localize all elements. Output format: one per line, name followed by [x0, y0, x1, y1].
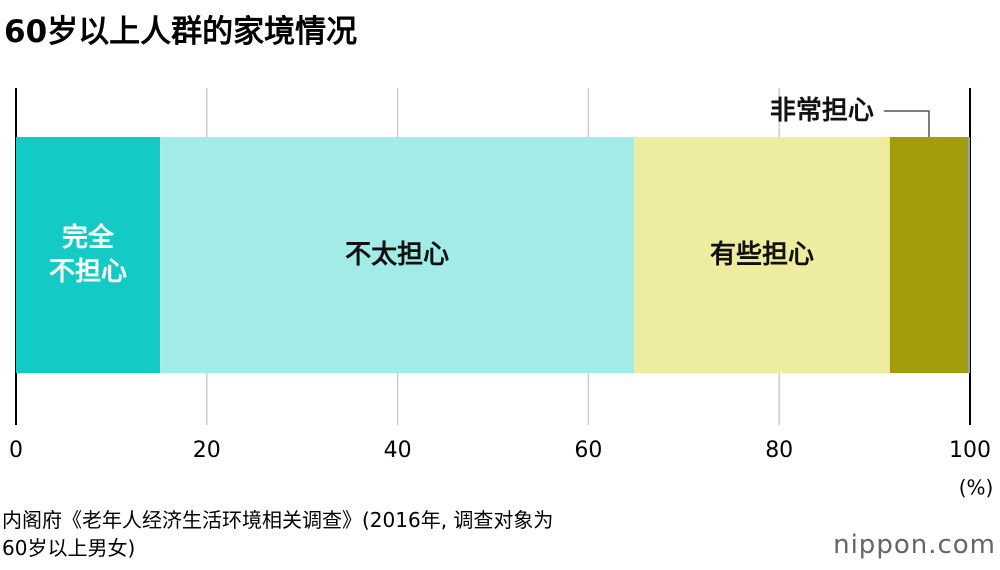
source-note: 内阁府《老年人经济生活环境相关调查》(2016年, 调查对象为 60岁以上男女) [2, 508, 554, 560]
x-tick-label: 100 [949, 438, 991, 463]
bar-segment [634, 137, 890, 373]
segment-label: 不太担心 [345, 240, 450, 270]
chart-title: 60岁以上人群的家境情况 [4, 14, 358, 50]
segment-label: 非常担心 [769, 96, 874, 126]
x-tick-label: 20 [193, 438, 221, 463]
x-tick-label: 60 [574, 438, 602, 463]
segment-label: 完全 不担心 [49, 223, 128, 287]
x-tick-label: 0 [9, 438, 23, 463]
x-tick-label: 80 [765, 438, 793, 463]
bar-segment [889, 137, 969, 373]
bar-segment [16, 137, 161, 373]
logo: nippon.com [833, 530, 996, 560]
bar-segment [968, 137, 970, 373]
x-tick-label: 40 [384, 438, 412, 463]
segment-label: 有些担心 [710, 240, 815, 270]
bar-segment [160, 137, 635, 373]
x-unit: (%) [959, 476, 994, 500]
leader-line [883, 110, 930, 137]
